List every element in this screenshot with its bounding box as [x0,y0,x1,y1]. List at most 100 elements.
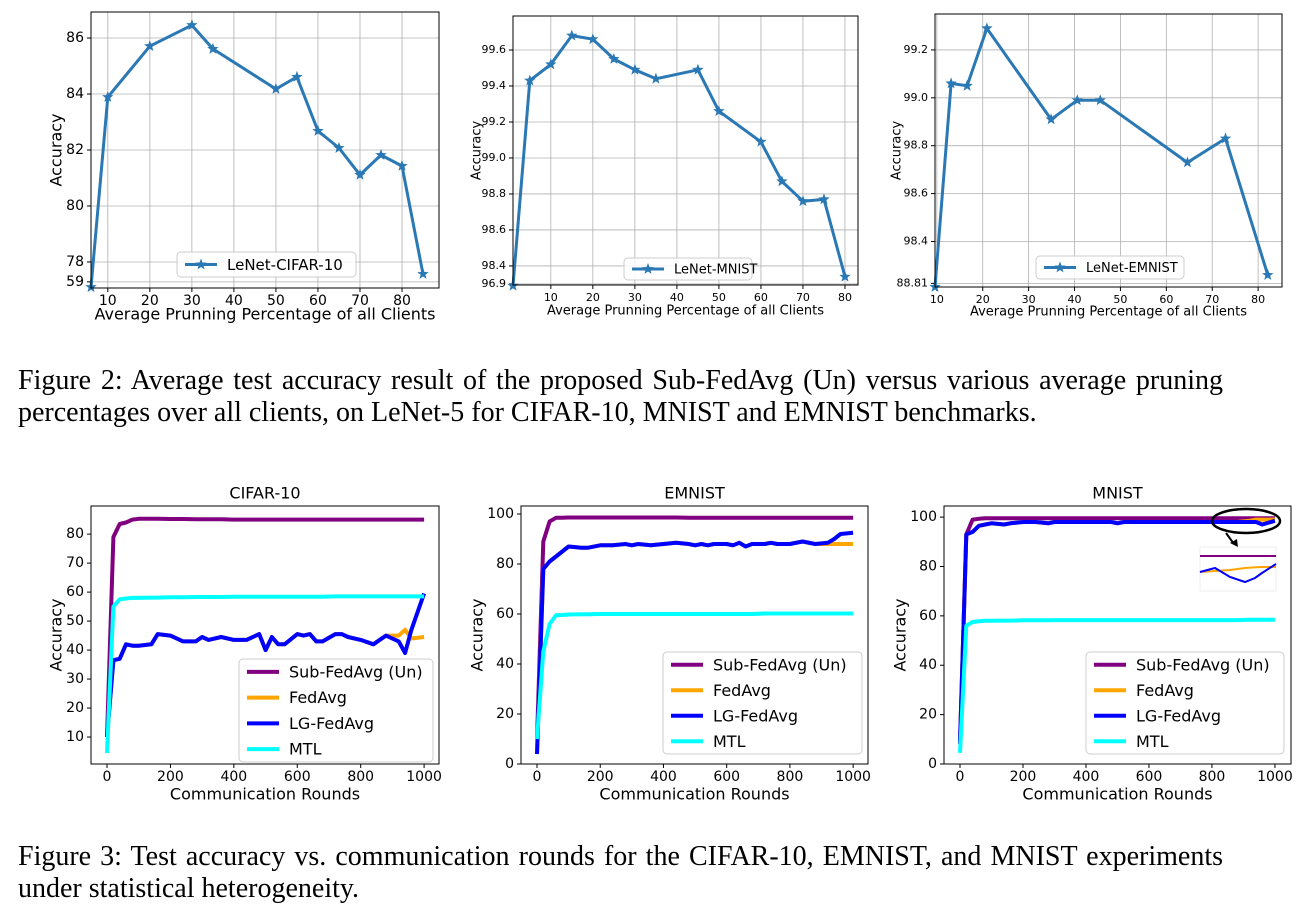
x-tick-label: 80 [838,291,852,304]
x-tick-label: 40 [1068,293,1082,306]
y-tick-label: 98.6 [482,223,507,236]
x-tick-label: 400 [650,769,677,785]
x-tick-label: 10 [99,293,117,309]
y-tick-label: 86 [66,30,84,46]
point-marker [144,40,156,51]
zoom-annotation [1199,507,1282,592]
series-line [958,617,1275,753]
x-tick-label: 60 [309,293,327,309]
point-marker [1071,94,1083,106]
y-tick-label: 70 [66,555,84,571]
y-tick-label: 96.9 [482,277,507,290]
chart-title: MNIST [1092,484,1143,503]
x-tick-label: 200 [1010,769,1037,785]
x-tick-label: 600 [1136,769,1163,785]
y-tick-label: 100 [487,506,514,522]
legend-label: LG-FedAvg [713,706,798,725]
chart-title: EMNIST [664,484,725,503]
point-marker [818,193,830,205]
point-marker [981,22,993,34]
x-tick-label: 80 [1251,293,1265,306]
legend-label: MTL [289,740,322,759]
point-marker [755,135,767,147]
plot-frame [934,13,1283,288]
y-tick-label: 60 [496,606,514,622]
y-tick-label: 98.8 [482,187,507,200]
y-tick-label: 60 [66,584,84,600]
point-marker [608,53,620,64]
chart: 0 200 400 600 800 1000 10 20 30 40 50 60 70 80 CIFAR-1… [47,484,442,804]
legend-marker [195,258,207,270]
figure-caption: Figure 3: Test accuracy vs. communicatio… [18,841,1223,904]
y-axis-label: Accuracy [468,598,487,671]
chart: 10 20 30 40 50 60 70 80 59 78 80 82 84 86 Average Prun… [47,11,440,324]
point-marker [1262,269,1274,280]
x-axis-label: Average Prunning Percentage of all Clien… [94,305,435,324]
point-marker [1045,113,1057,125]
x-axis-label: Communication Rounds [599,785,789,804]
zoom-line [1199,566,1276,573]
legend-box [662,651,863,755]
plot-frame [90,11,440,289]
x-axis-label: Average Prunning Percentage of all Clien… [547,304,824,319]
legend-label: Sub-FedAvg (Un) [713,655,847,674]
x-tick-label: 10 [930,293,944,306]
y-tick-label: 98.6 [904,187,929,200]
point-marker [312,125,324,136]
x-tick-label: 20 [586,291,600,304]
y-tick-label: 98.4 [482,259,507,272]
y-tick-label: 98.8 [904,139,929,152]
x-tick-label: 0 [103,769,112,785]
point-marker [713,105,725,116]
point-marker [102,91,114,102]
x-tick-label: 600 [284,769,311,785]
y-tick-label: 82 [66,142,84,158]
point-marker [1219,132,1232,144]
zoom-line [1199,563,1277,584]
y-tick-label: 30 [66,671,84,687]
series-line [105,594,425,754]
y-tick-label: 40 [496,656,514,672]
chart: 10 20 30 40 50 60 70 80 88.81 98.4 98.6 98.8 99.0 99.… [890,13,1283,320]
point-marker [629,63,641,75]
x-tick-label: 50 [712,291,726,304]
point-marker [270,83,282,94]
y-tick-label: 99.2 [904,43,929,56]
series-line [105,516,425,738]
y-tick-label: 99.4 [482,79,507,92]
point-marker [375,149,387,160]
legend-label: MTL [713,732,746,751]
plot-frame [943,505,1292,765]
chart: 0 200 400 600 800 1000 0 20 40 60 80 100 EMNIST Commu… [468,484,871,804]
point-marker [839,270,851,282]
y-tick-label: 60 [919,608,937,624]
y-tick-label: 80 [496,556,514,572]
x-tick-label: 40 [670,291,684,304]
x-axis-label: Communication Rounds [1022,785,1212,804]
legend-label: LG-FedAvg [289,714,374,733]
series-line [535,611,854,740]
y-tick-label: 98.4 [904,235,929,248]
legend-label: LG-FedAvg [1136,706,1221,725]
series-line [958,518,1276,742]
y-tick-label: 99.6 [482,43,507,56]
x-tick-label: 30 [628,291,642,304]
x-tick-label: 30 [183,293,201,309]
x-tick-label: 30 [1022,293,1036,306]
y-tick-label: 50 [66,613,84,629]
legend-marker [1054,261,1066,273]
legend-label: LeNet-EMNIST [1086,261,1178,276]
x-tick-label: 70 [796,291,810,304]
figure-caption: Figure 2: Average test accuracy result o… [18,365,1223,428]
legend-label: FedAvg [1136,681,1194,700]
y-tick-label: 0 [505,756,514,772]
plot-frame [90,505,440,765]
x-tick-label: 10 [544,291,558,304]
y-tick-label: 20 [919,707,937,723]
legend-label: FedAvg [713,681,771,700]
y-tick-label: 100 [910,509,937,525]
point-marker [333,142,345,153]
series-line [511,34,847,286]
